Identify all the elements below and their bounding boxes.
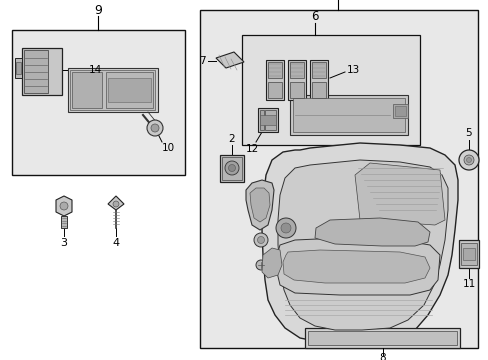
Bar xyxy=(70,70,155,110)
Circle shape xyxy=(275,218,295,238)
Polygon shape xyxy=(56,196,72,216)
Text: 4: 4 xyxy=(112,238,120,248)
Bar xyxy=(24,50,48,93)
Bar xyxy=(108,78,151,102)
Polygon shape xyxy=(262,248,282,278)
Text: 11: 11 xyxy=(462,279,475,289)
Circle shape xyxy=(281,223,290,233)
Circle shape xyxy=(463,155,473,165)
Text: 9: 9 xyxy=(94,4,102,17)
Bar xyxy=(307,331,456,345)
Bar xyxy=(22,48,62,95)
Bar xyxy=(458,240,478,268)
Bar xyxy=(68,68,158,112)
Text: 13: 13 xyxy=(346,65,359,75)
Circle shape xyxy=(458,150,478,170)
Circle shape xyxy=(256,260,265,270)
Bar xyxy=(260,110,264,130)
Bar xyxy=(15,58,22,78)
Bar xyxy=(460,243,476,265)
Bar xyxy=(16,62,21,74)
Circle shape xyxy=(151,124,159,132)
Bar xyxy=(260,115,275,125)
Polygon shape xyxy=(283,250,429,283)
Polygon shape xyxy=(249,188,269,222)
Bar xyxy=(61,216,67,228)
Polygon shape xyxy=(108,196,124,210)
Bar xyxy=(292,98,404,132)
Polygon shape xyxy=(278,160,447,330)
Circle shape xyxy=(60,202,68,210)
Text: 12: 12 xyxy=(245,144,258,154)
Bar xyxy=(311,62,325,78)
Bar xyxy=(287,60,305,100)
Bar xyxy=(242,35,419,145)
Circle shape xyxy=(147,120,163,136)
Bar xyxy=(462,248,474,260)
Text: 3: 3 xyxy=(61,238,67,248)
Bar xyxy=(267,82,282,98)
Bar xyxy=(289,82,304,98)
Polygon shape xyxy=(245,180,273,230)
Text: 6: 6 xyxy=(311,9,318,22)
Bar xyxy=(222,157,242,180)
Text: 2: 2 xyxy=(228,134,235,144)
Bar xyxy=(267,62,282,78)
Bar xyxy=(289,62,304,78)
Bar xyxy=(264,110,275,130)
Circle shape xyxy=(224,161,239,175)
Polygon shape xyxy=(314,218,429,246)
Circle shape xyxy=(113,201,119,207)
Bar xyxy=(106,72,153,108)
Bar xyxy=(220,155,244,182)
Bar xyxy=(309,60,327,100)
Bar xyxy=(289,95,407,135)
Bar xyxy=(200,10,477,348)
Bar xyxy=(305,328,459,348)
Bar xyxy=(311,82,325,98)
Bar xyxy=(265,60,284,100)
Text: 5: 5 xyxy=(465,128,471,138)
Text: 7: 7 xyxy=(198,56,205,66)
Bar xyxy=(12,30,184,175)
Polygon shape xyxy=(354,163,444,225)
Polygon shape xyxy=(262,143,457,343)
Circle shape xyxy=(466,158,470,162)
Circle shape xyxy=(228,165,235,171)
Text: 10: 10 xyxy=(161,143,174,153)
Text: 8: 8 xyxy=(379,353,386,360)
Polygon shape xyxy=(216,52,244,68)
Bar xyxy=(394,106,405,116)
Polygon shape xyxy=(275,238,439,295)
Text: 14: 14 xyxy=(88,65,102,75)
Circle shape xyxy=(257,237,264,243)
Bar xyxy=(258,108,278,132)
Bar xyxy=(392,104,407,118)
Bar xyxy=(72,72,102,108)
Circle shape xyxy=(253,233,267,247)
